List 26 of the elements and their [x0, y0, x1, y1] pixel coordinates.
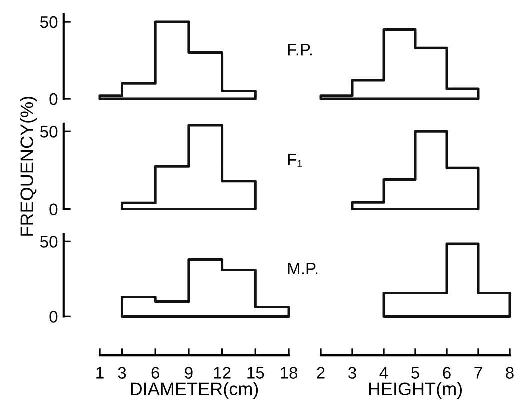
x-tick-label: 6 — [443, 367, 451, 379]
x-axis-title: HEIGHT(m) — [369, 382, 462, 400]
x-axis-title: DIAMETER(cm) — [131, 382, 258, 400]
x-tick-label: 18 — [281, 367, 298, 379]
x-tick-label: 5 — [412, 367, 420, 379]
text: F₁ — [288, 154, 302, 167]
x-tick-label: 8 — [506, 367, 514, 379]
x-tick-label: 1 — [96, 367, 104, 379]
y-tick-label: 0 — [50, 204, 58, 216]
x-tick-label: 9 — [185, 367, 193, 379]
y-axis-title: FREQUENCY(%) — [20, 97, 38, 236]
x-tick-label: 3 — [348, 367, 356, 379]
y-tick-label: 0 — [50, 93, 58, 106]
y-tick-label: 0 — [50, 311, 58, 323]
text: F.P. — [288, 44, 312, 56]
x-tick-label: 12 — [214, 367, 231, 379]
x-tick-label: 15 — [248, 367, 264, 379]
x-tick-label: 6 — [152, 367, 160, 379]
x-tick-label: 2 — [317, 367, 325, 379]
y-tick-label: 50 — [40, 16, 58, 28]
y-tick-label: 50 — [40, 236, 58, 248]
x-tick-label: 4 — [380, 367, 388, 379]
x-tick-label: 7 — [474, 367, 482, 379]
x-tick-label: 3 — [118, 367, 126, 379]
y-tick-label: 50 — [40, 126, 58, 138]
text: M.P. — [288, 263, 318, 275]
